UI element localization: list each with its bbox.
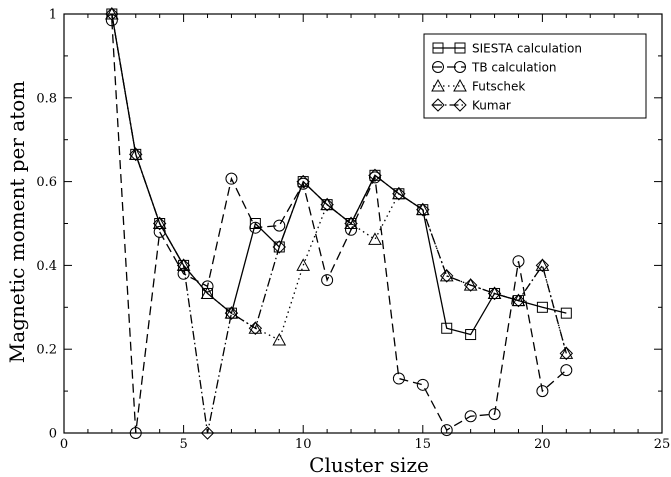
data-point — [177, 267, 190, 280]
data-point — [225, 172, 238, 185]
data-point — [440, 424, 453, 437]
data-point — [200, 426, 215, 440]
data-point — [202, 287, 214, 299]
legend-label: Futschek — [472, 80, 525, 94]
data-point — [560, 307, 572, 319]
data-point — [440, 269, 454, 283]
data-point — [441, 322, 453, 334]
x-tick-label: 15 — [415, 437, 432, 452]
data-point — [225, 307, 237, 319]
y-tick-label: 0.8 — [36, 91, 57, 106]
data-point — [129, 147, 143, 162]
data-point — [512, 255, 525, 268]
legend-entry: Kumar — [431, 98, 511, 113]
data-point — [272, 332, 287, 346]
legend-marker — [454, 61, 466, 73]
y-tick-label: 0 — [49, 427, 57, 442]
legend: SIESTA calculation TB calculation Futschek… — [423, 33, 647, 119]
data-point — [224, 306, 239, 320]
data-point — [560, 364, 573, 377]
data-point — [439, 268, 454, 282]
data-point — [463, 278, 478, 291]
data-point — [105, 7, 119, 21]
series-square — [106, 8, 572, 341]
data-point — [416, 378, 429, 391]
legend-marker — [431, 78, 445, 92]
data-point — [487, 286, 502, 301]
legend-label: SIESTA calculation — [472, 42, 582, 56]
y-tick-label: 0.6 — [36, 175, 57, 190]
data-point — [535, 258, 550, 273]
data-point — [320, 197, 334, 212]
data-point — [321, 274, 334, 287]
series-line — [111, 20, 567, 434]
legend-marker — [432, 42, 444, 54]
data-point — [176, 258, 191, 273]
data-point — [393, 188, 405, 200]
x-tick-label: 0 — [60, 437, 68, 452]
legend-marker — [453, 78, 467, 92]
x-tick-label: 20 — [534, 437, 551, 452]
data-point — [535, 258, 550, 271]
legend-marker — [431, 98, 445, 112]
y-tick-label: 0.2 — [36, 343, 57, 358]
data-point — [154, 218, 166, 229]
data-point — [273, 219, 286, 232]
data-point — [272, 240, 286, 254]
data-point — [249, 218, 261, 229]
data-point — [417, 204, 429, 216]
data-point — [464, 410, 477, 423]
data-point — [130, 148, 142, 160]
data-point — [369, 169, 381, 181]
x-tick-label: 25 — [654, 437, 671, 452]
legend-entry: SIESTA calculation — [432, 42, 582, 56]
y-axis-title: Magnetic moment per atom — [5, 81, 29, 364]
series-diamond — [105, 7, 574, 440]
y-tick-label: 0.4 — [36, 259, 57, 274]
data-point — [559, 346, 574, 359]
data-point — [297, 176, 309, 188]
legend-label: Kumar — [472, 99, 511, 113]
data-point — [559, 346, 574, 361]
data-point — [392, 372, 405, 385]
data-point — [345, 218, 357, 229]
data-point — [368, 232, 382, 245]
data-point — [488, 408, 501, 421]
data-point — [536, 385, 549, 398]
legend-marker — [454, 42, 466, 54]
x-tick-label: 10 — [295, 437, 312, 452]
legend-entry: Futschek — [431, 78, 525, 94]
plot-area — [104, 6, 574, 440]
axes: 0 5 10 15 20 25 0 0.2 0.4 0.6 0.8 1 — [36, 8, 670, 453]
data-point — [536, 301, 548, 313]
data-point — [512, 295, 524, 307]
data-point — [178, 259, 190, 271]
data-point — [489, 287, 501, 299]
legend-marker — [453, 98, 467, 112]
data-point — [511, 293, 526, 308]
legend-entry: TB calculation — [432, 61, 557, 75]
x-axis-title: Cluster size — [309, 453, 429, 477]
data-point — [465, 329, 477, 341]
data-point — [392, 187, 406, 201]
legend-marker — [432, 61, 444, 73]
data-point — [152, 216, 167, 231]
data-point — [273, 241, 285, 253]
y-tick-label: 1 — [49, 8, 57, 23]
x-tick-label: 5 — [179, 437, 187, 452]
data-point — [248, 321, 263, 334]
data-point — [296, 258, 311, 271]
legend-label: TB calculation — [471, 61, 557, 75]
data-point — [321, 199, 333, 211]
